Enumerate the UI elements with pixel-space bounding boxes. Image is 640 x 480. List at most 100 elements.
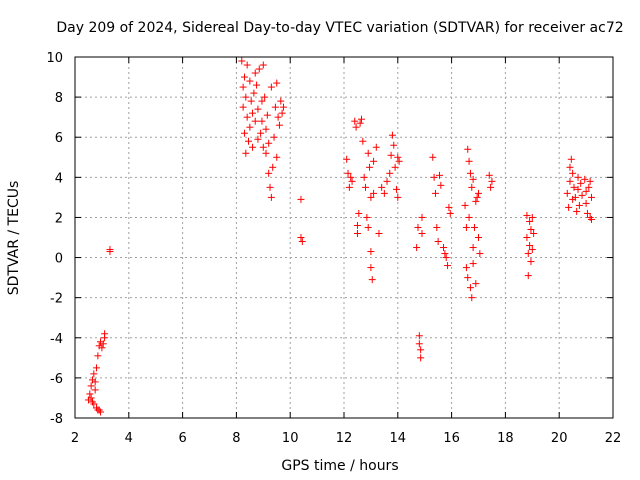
x-tick-label: 12 xyxy=(336,431,353,446)
data-point xyxy=(386,169,394,177)
data-point xyxy=(239,83,247,91)
data-point xyxy=(348,177,356,185)
data-point xyxy=(417,354,425,362)
data-point xyxy=(582,187,590,195)
data-point xyxy=(469,244,477,252)
data-point xyxy=(367,264,375,272)
data-point xyxy=(526,217,534,225)
data-point xyxy=(343,155,351,163)
data-point xyxy=(269,163,277,171)
y-tick-label: 4 xyxy=(55,171,63,186)
data-point xyxy=(254,135,262,143)
data-point xyxy=(488,177,496,185)
data-points xyxy=(84,57,595,416)
data-point xyxy=(530,229,538,237)
data-point xyxy=(414,223,422,231)
data-point xyxy=(581,175,589,183)
data-point xyxy=(367,248,375,256)
data-point xyxy=(465,157,473,165)
data-point xyxy=(347,173,355,181)
data-point xyxy=(566,177,574,185)
data-point xyxy=(528,246,536,254)
data-point xyxy=(431,189,439,197)
x-tick-label: 18 xyxy=(497,431,514,446)
data-point xyxy=(566,163,574,171)
data-point xyxy=(392,185,400,193)
data-point xyxy=(360,173,368,181)
data-point xyxy=(106,248,114,256)
data-point xyxy=(485,171,493,179)
data-point xyxy=(446,209,454,217)
data-point xyxy=(368,276,376,284)
data-point xyxy=(387,151,395,159)
data-point xyxy=(435,171,443,179)
x-tick-label: 6 xyxy=(178,431,186,446)
data-point xyxy=(297,195,305,203)
data-point xyxy=(90,370,98,378)
data-point xyxy=(242,93,250,101)
y-tick-label: 0 xyxy=(55,252,63,267)
data-point xyxy=(238,57,246,65)
data-point xyxy=(573,207,581,215)
data-point xyxy=(259,143,267,151)
data-point xyxy=(251,69,259,77)
data-point xyxy=(254,105,262,113)
data-point xyxy=(574,173,582,181)
data-point xyxy=(351,117,359,125)
y-tick-label: 2 xyxy=(55,211,63,226)
data-point xyxy=(246,123,254,131)
data-point xyxy=(434,238,442,246)
data-point xyxy=(563,189,571,197)
data-point xyxy=(394,193,402,201)
data-point xyxy=(101,330,109,338)
y-tick-label: 6 xyxy=(55,131,63,146)
data-point xyxy=(415,340,423,348)
data-point xyxy=(417,346,425,354)
data-point xyxy=(444,262,452,270)
x-tick-label: 22 xyxy=(605,431,622,446)
data-point xyxy=(466,284,474,292)
data-point xyxy=(394,153,402,161)
data-point xyxy=(378,183,386,191)
data-point xyxy=(528,213,536,221)
data-point xyxy=(468,183,476,191)
data-point xyxy=(271,103,279,111)
data-point xyxy=(383,177,391,185)
data-point xyxy=(527,225,535,233)
data-point xyxy=(395,157,403,165)
data-point xyxy=(388,131,396,139)
data-point xyxy=(433,223,441,231)
y-tick-label: -4 xyxy=(50,332,63,347)
data-point xyxy=(355,209,363,217)
data-point xyxy=(249,143,257,151)
data-point xyxy=(93,364,101,372)
data-point xyxy=(475,234,482,241)
data-point xyxy=(442,254,450,262)
data-point xyxy=(274,113,282,121)
data-point xyxy=(464,274,472,282)
data-point xyxy=(523,234,531,241)
data-point xyxy=(475,189,482,197)
data-point xyxy=(263,111,271,119)
x-tick-label: 16 xyxy=(443,431,460,446)
grid xyxy=(75,57,613,418)
axis-ticks xyxy=(74,56,614,419)
data-point xyxy=(413,244,421,252)
data-point xyxy=(587,193,595,201)
data-point xyxy=(353,221,361,229)
data-point xyxy=(391,163,399,171)
x-tick-label: 14 xyxy=(390,431,407,446)
x-tick-label: 4 xyxy=(125,431,133,446)
data-point xyxy=(249,109,257,117)
y-tick-labels: -8 -6 -4 -2 0 2 4 6 8 10 xyxy=(46,51,63,427)
data-point xyxy=(578,191,586,199)
data-point xyxy=(265,169,273,177)
data-point xyxy=(98,344,106,352)
data-point xyxy=(247,97,255,105)
data-point xyxy=(380,189,388,197)
data-point xyxy=(526,242,534,250)
x-tick-label: 20 xyxy=(551,431,568,446)
data-point xyxy=(253,81,261,89)
data-point xyxy=(265,139,273,147)
